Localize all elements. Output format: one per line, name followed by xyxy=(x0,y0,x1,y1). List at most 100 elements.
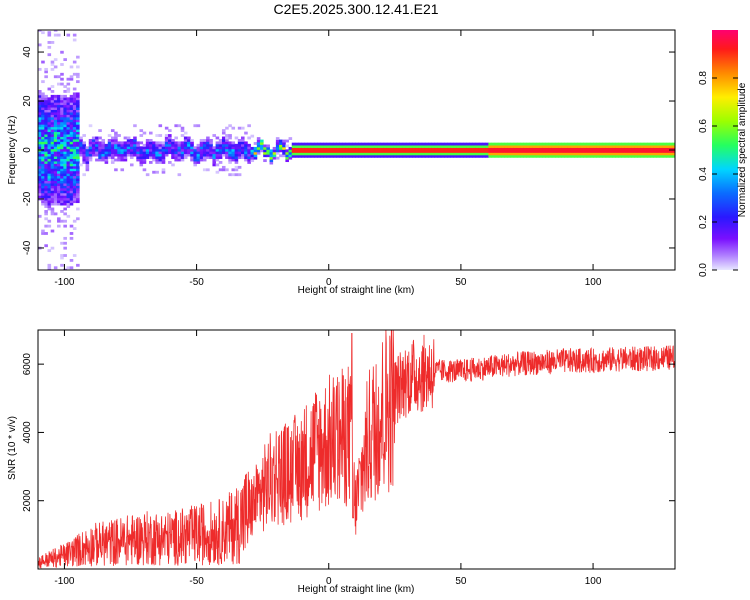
spectrogram-cell xyxy=(624,150,629,153)
spectrogram-cell xyxy=(120,141,125,145)
spectrogram-cell xyxy=(110,138,115,142)
spectrogram-cell xyxy=(250,149,255,153)
spectrogram-cell xyxy=(539,147,543,151)
spectrogram-cell xyxy=(38,168,42,172)
spectrogram-cell xyxy=(472,152,477,156)
spectrogram-cell xyxy=(209,146,213,150)
spectrogram-cell xyxy=(155,148,159,152)
spectrogram-cell xyxy=(666,152,670,156)
spectrogram-cell xyxy=(76,153,80,157)
spectrogram-cell xyxy=(82,156,86,159)
spectrogram-cell xyxy=(53,151,58,155)
spectrogram-cell xyxy=(402,150,407,153)
spectrogram-cell xyxy=(53,141,58,145)
spectrogram-cell xyxy=(329,154,334,158)
spectrogram-cell xyxy=(47,183,52,186)
spectrogram-cell xyxy=(53,116,58,120)
spectrogram-cell xyxy=(57,33,61,37)
spectrogram-cell xyxy=(336,147,340,151)
spectrogram-cell xyxy=(212,153,217,157)
spectrogram-cell xyxy=(47,99,52,103)
spectrogram-xtick-label: 0 xyxy=(326,277,332,288)
spectrogram-cell xyxy=(72,114,77,118)
spectrogram-cell xyxy=(158,141,163,145)
spectrogram-cell xyxy=(488,147,492,151)
spectrogram-cell xyxy=(456,152,461,156)
spectrogram-cell xyxy=(69,153,74,157)
spectrogram-cell xyxy=(50,94,55,98)
spectrogram-cell xyxy=(244,153,248,157)
colorbar-gradient xyxy=(712,30,738,270)
spectrogram-cell xyxy=(469,154,473,158)
spectrogram-cell xyxy=(240,126,245,130)
spectrogram-cell xyxy=(114,148,118,152)
spectrogram-cell xyxy=(187,143,191,147)
spectrogram-cell xyxy=(76,136,80,140)
spectrogram-cell xyxy=(158,161,163,164)
spectrogram-cell xyxy=(177,156,182,159)
spectrogram-cell xyxy=(168,134,172,137)
spectrogram-cell xyxy=(602,150,607,153)
spectrogram-cell xyxy=(377,147,381,151)
spectrogram-cell xyxy=(218,168,223,172)
spectrogram-cell xyxy=(263,154,267,158)
spectrogram-cell xyxy=(47,178,52,182)
spectrogram-cell xyxy=(437,154,442,158)
spectrogram-cell xyxy=(98,143,102,147)
spectrogram-cell xyxy=(627,154,632,158)
spectrogram-cell xyxy=(279,154,283,158)
spectrogram-cell xyxy=(53,112,58,115)
spectrogram-cell xyxy=(60,143,64,147)
spectrogram-cell xyxy=(76,131,80,135)
spectrogram-cell xyxy=(76,94,80,98)
spectrogram-cell xyxy=(133,136,137,140)
spectrogram-cell xyxy=(47,124,52,128)
spectrogram-cell xyxy=(206,141,210,145)
spectrogram-cell xyxy=(215,141,220,145)
spectrogram-cell xyxy=(472,150,477,153)
spectrogram-cell xyxy=(377,145,381,148)
spectrogram-cell xyxy=(475,145,480,148)
spectrogram-cell xyxy=(190,141,194,145)
spectrogram-cell xyxy=(317,145,321,148)
spectrogram-cell xyxy=(44,141,48,145)
spectrogram-cell xyxy=(79,143,83,147)
spectrogram-cell xyxy=(212,158,217,162)
spectrogram-cell xyxy=(72,175,77,179)
spectrogram-cell xyxy=(158,151,163,155)
spectrogram-cell xyxy=(643,145,648,148)
spectrogram-ytick-label: -40 xyxy=(22,240,33,255)
spectrogram-cell xyxy=(558,154,562,158)
spectrogram-cell xyxy=(76,72,80,76)
spectrogram-cell xyxy=(63,102,67,106)
spectrogram-cell xyxy=(149,146,153,150)
spectrogram-cell xyxy=(72,170,77,174)
spectrogram-cell xyxy=(69,266,74,270)
spectrogram-cell xyxy=(53,134,58,137)
spectrogram-cell xyxy=(69,258,74,262)
spectrogram-cell xyxy=(605,145,610,148)
spectrogram-cell xyxy=(545,150,550,153)
spectrogram-cell xyxy=(580,154,584,158)
spectrogram-cell xyxy=(469,142,473,146)
spectrogram-cell xyxy=(288,146,293,150)
spectrogram-cell xyxy=(50,114,55,118)
spectrogram-cell xyxy=(332,147,337,151)
spectrogram-cell xyxy=(516,147,521,151)
spectrogram-cell xyxy=(98,129,102,133)
spectrogram-cell xyxy=(129,151,134,155)
spectrogram-cell xyxy=(47,168,52,172)
spectrogram-cell xyxy=(456,150,461,153)
spectrogram-cell xyxy=(602,154,607,158)
spectrogram-cell xyxy=(478,147,483,151)
spectrogram-cell xyxy=(234,168,239,172)
spectrogram-cell xyxy=(152,146,156,150)
spectrogram-cell xyxy=(586,152,591,156)
spectrogram-cell xyxy=(640,145,645,148)
spectrogram-cell xyxy=(76,180,80,184)
spectrogram-cell xyxy=(50,207,55,211)
spectrogram-cell xyxy=(79,148,83,152)
spectrogram-cell xyxy=(44,75,48,79)
spectrogram-cell xyxy=(41,121,45,125)
